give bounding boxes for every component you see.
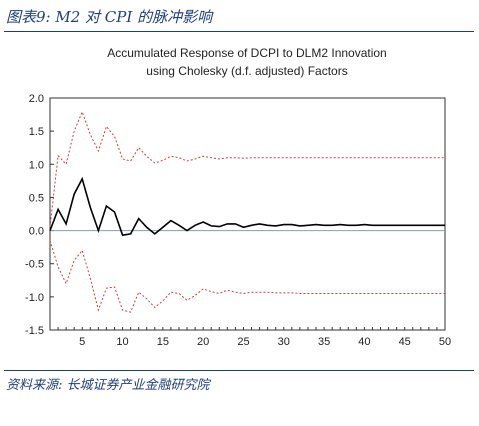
y-tick-label: 0.0	[29, 226, 44, 238]
x-tick-label: 30	[278, 336, 290, 348]
x-tick-label: 35	[318, 336, 330, 348]
upper-band-line	[49, 110, 445, 228]
y-tick-label: -1.5	[25, 325, 44, 337]
source-note: 资料来源: 长城证券产业金融研究院	[6, 378, 210, 393]
x-tick-label: 5	[79, 336, 85, 348]
chart-title: Accumulated Response of DCPI to DLM2 Inn…	[107, 46, 386, 60]
x-tick-label: 20	[197, 336, 209, 348]
chart-subtitle: using Cholesky (d.f. adjusted) Factors	[146, 64, 347, 78]
series-layer	[49, 110, 445, 313]
bottom-rule	[4, 370, 474, 371]
impulse-response-chart: Accumulated Response of DCPI to DLM2 Inn…	[25, 46, 451, 348]
x-tick-label: 50	[439, 336, 451, 348]
y-tick-label: 1.0	[29, 159, 44, 171]
y-tick-label: 1.5	[29, 126, 44, 138]
x-tick-label: 25	[237, 336, 249, 348]
figure-title: 图表9: M2 对 CPI 的脉冲影响	[6, 8, 213, 26]
x-tick-label: 10	[116, 336, 128, 348]
y-tick-label: 2.0	[29, 93, 44, 105]
y-axis: -1.5 -1.0 -0.5 0.0 0.5 1.0 1.5 2.0	[25, 93, 54, 337]
y-tick-label: -1.0	[25, 292, 44, 304]
y-tick-label: 0.5	[29, 192, 44, 204]
response-line	[49, 176, 445, 237]
x-tick-label: 45	[399, 336, 411, 348]
plot-frame	[49, 97, 446, 331]
x-tick-label: 15	[157, 336, 169, 348]
x-tick-label: 40	[358, 336, 370, 348]
top-rule	[4, 31, 474, 32]
lower-band-line	[49, 240, 445, 313]
y-tick-label: -0.5	[25, 259, 44, 271]
x-axis: 5 10 15 20 25 30 35 40 45 50	[49, 327, 451, 348]
